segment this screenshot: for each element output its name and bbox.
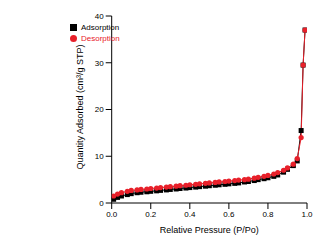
svg-text:0.6: 0.6 xyxy=(223,210,235,219)
svg-text:Relative Pressure (P/Po): Relative Pressure (P/Po) xyxy=(160,225,259,235)
svg-text:0.2: 0.2 xyxy=(145,210,157,219)
svg-text:0: 0 xyxy=(99,199,104,208)
svg-text:1.0: 1.0 xyxy=(301,210,313,219)
svg-text:20: 20 xyxy=(95,105,104,114)
svg-text:0.4: 0.4 xyxy=(184,210,196,219)
svg-text:0.8: 0.8 xyxy=(262,210,274,219)
svg-text:40: 40 xyxy=(95,12,104,21)
html-text:Desorption: Desorption xyxy=(81,34,120,43)
svg-text:0.0: 0.0 xyxy=(106,210,118,219)
svg-text:Quantity Adsorbed (cm³/g STP): Quantity Adsorbed (cm³/g STP) xyxy=(75,44,85,169)
svg-text:10: 10 xyxy=(95,152,104,161)
html-text:Adsorption: Adsorption xyxy=(81,23,120,32)
svg-text:30: 30 xyxy=(95,59,104,68)
